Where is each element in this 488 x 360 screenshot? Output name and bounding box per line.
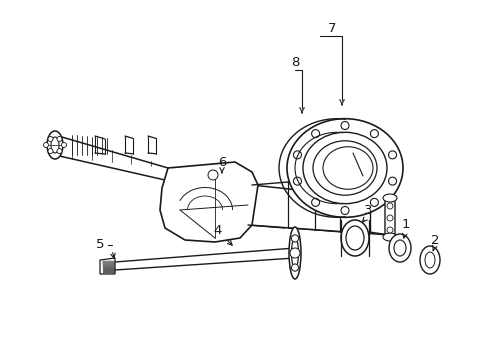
Circle shape [311,130,319,138]
Circle shape [386,227,392,233]
Ellipse shape [288,227,301,279]
Ellipse shape [346,226,363,250]
Circle shape [291,235,298,242]
Polygon shape [384,196,394,237]
Ellipse shape [424,252,434,268]
Circle shape [48,149,53,154]
Circle shape [43,143,48,148]
Text: 5: 5 [96,238,104,252]
Text: 3: 3 [363,203,371,216]
Circle shape [388,151,396,159]
Ellipse shape [340,220,368,256]
Circle shape [386,203,392,209]
Circle shape [57,136,62,141]
Circle shape [340,122,348,130]
Ellipse shape [382,194,396,202]
Text: 7: 7 [327,22,336,35]
Circle shape [293,151,301,159]
Polygon shape [160,162,258,242]
Circle shape [340,207,348,215]
Circle shape [311,198,319,206]
Ellipse shape [312,141,376,195]
Circle shape [388,177,396,185]
Text: 4: 4 [213,224,222,237]
Ellipse shape [51,137,59,153]
Circle shape [61,143,66,148]
Circle shape [291,264,298,271]
Ellipse shape [382,233,396,241]
Ellipse shape [286,119,402,217]
Text: 1: 1 [401,219,409,231]
Ellipse shape [47,131,63,159]
Circle shape [386,215,392,221]
Polygon shape [100,258,115,274]
Ellipse shape [388,234,410,262]
Circle shape [291,264,298,271]
Circle shape [293,177,301,185]
Circle shape [289,248,299,258]
Text: 6: 6 [217,156,226,168]
Circle shape [57,149,62,154]
Circle shape [369,198,378,206]
Ellipse shape [419,246,439,274]
Ellipse shape [323,147,372,189]
Circle shape [369,130,378,138]
Circle shape [207,170,218,180]
Ellipse shape [303,132,386,204]
Text: 2: 2 [430,234,438,247]
Circle shape [48,136,53,141]
Circle shape [291,235,298,242]
Text: 8: 8 [290,55,299,68]
Ellipse shape [393,240,405,256]
Ellipse shape [291,238,298,268]
